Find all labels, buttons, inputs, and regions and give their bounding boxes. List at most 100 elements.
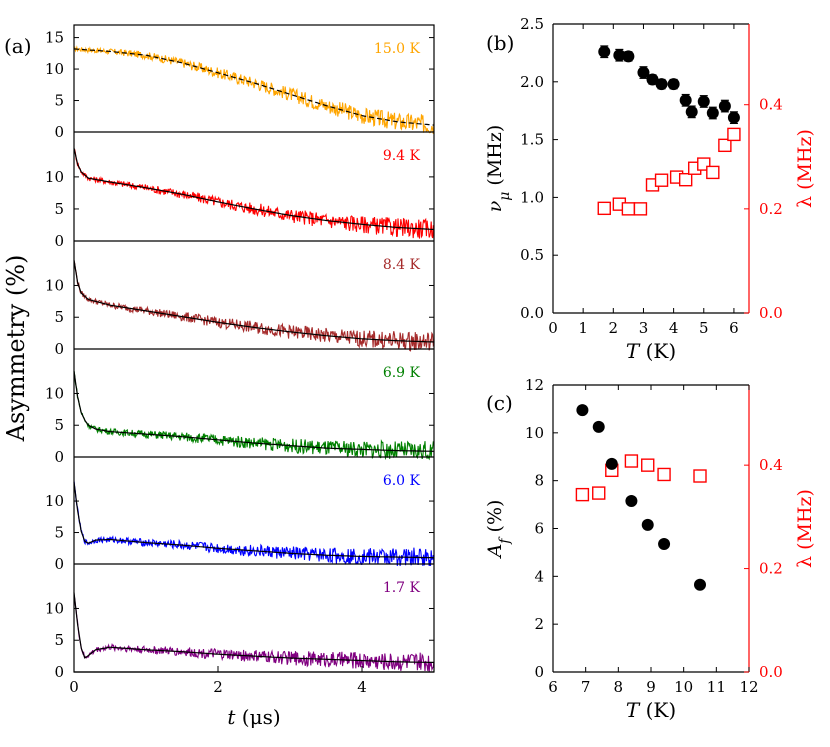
series-label: 8.4 K xyxy=(383,257,421,273)
y-axis-label: Asymmetry (%) xyxy=(2,255,30,443)
series-60K: 0 5 10 6.0 K xyxy=(45,473,435,573)
x-tick-label: 6 xyxy=(548,678,558,696)
y-tick-label: 0 xyxy=(54,555,64,573)
x-axis-label: T (K) xyxy=(626,339,676,363)
x-tick-label: 2 xyxy=(213,678,223,696)
af-point xyxy=(605,457,618,470)
lambda-point xyxy=(624,454,639,468)
data-trace xyxy=(73,480,435,566)
y-axis-label-left: νμ (MHz) xyxy=(484,125,513,213)
nu-point xyxy=(646,73,659,86)
y-tick-label-left: 1.0 xyxy=(520,188,544,206)
fit-line xyxy=(73,371,434,452)
x-tick-label: 8 xyxy=(614,678,624,696)
y-tick-label: 0 xyxy=(54,340,64,358)
lambda-point xyxy=(597,201,611,216)
lambda-point xyxy=(633,202,648,216)
x-axis-label: T (K) xyxy=(626,698,676,722)
y-tick-label: 10 xyxy=(45,384,64,402)
x-tick-label: 4 xyxy=(669,319,679,337)
series-150K: 0 5 10 15 15.0 K xyxy=(45,29,435,141)
nu-point xyxy=(613,49,626,62)
series-69K: 0 5 10 6.9 K xyxy=(45,365,435,466)
x-tick-label: 1 xyxy=(578,319,588,337)
x-axis-label: t (μs) xyxy=(227,705,280,729)
nu-point xyxy=(679,94,692,107)
y-tick-label: 5 xyxy=(54,524,64,542)
y-tick-label: 10 xyxy=(45,599,64,617)
y-tick-label-left: 2.0 xyxy=(520,73,544,91)
y-tick-label-left: 6 xyxy=(534,520,544,538)
x-tick-label: 10 xyxy=(674,678,693,696)
af-point xyxy=(694,578,706,591)
x-tick-label: 3 xyxy=(639,319,649,337)
x-tick-label: 4 xyxy=(357,678,367,696)
series-17K: 0 5 10 1.7 K xyxy=(45,580,435,681)
y-tick-label-left: 0.0 xyxy=(520,304,544,322)
fit-line xyxy=(73,48,435,126)
plot-frame xyxy=(73,24,435,673)
lambda-point xyxy=(641,458,655,472)
af-point xyxy=(625,494,638,507)
data-trace xyxy=(73,594,435,673)
x-tick-label: 5 xyxy=(699,319,709,337)
y-axis-label-right: λ (MHz) xyxy=(794,129,816,208)
nu-point xyxy=(718,100,731,113)
y-tick-label: 10 xyxy=(45,168,64,186)
y-tick-label-right: 0.0 xyxy=(759,304,783,322)
y-tick-label: 5 xyxy=(54,92,64,110)
af-point xyxy=(576,404,589,417)
fit-line xyxy=(73,147,435,231)
y-tick-label-right: 0.0 xyxy=(759,663,783,681)
lambda-point xyxy=(706,165,720,180)
y-tick-label: 0 xyxy=(54,448,64,466)
y-axis-label-left: Af (%) xyxy=(484,500,513,560)
x-tick-label: 12 xyxy=(739,678,758,696)
y-tick-label-right: 0.2 xyxy=(759,560,783,578)
y-tick-label-right: 0.4 xyxy=(759,96,783,114)
nu-point xyxy=(598,45,611,58)
nu-point xyxy=(706,107,719,120)
panel-label: (a) xyxy=(4,34,32,58)
y-tick-label: 5 xyxy=(54,308,64,326)
y-tick-label-left: 1.5 xyxy=(520,131,544,149)
fit-line xyxy=(73,482,434,559)
series-label: 9.4 K xyxy=(383,148,421,164)
nu-point xyxy=(667,78,680,91)
lambda-point xyxy=(693,469,707,483)
series-94K: 0 5 10 9.4 K xyxy=(45,147,435,250)
series-label: 6.9 K xyxy=(383,365,421,381)
nu-point xyxy=(622,50,635,63)
y-tick-label: 10 xyxy=(45,276,64,294)
nu-point xyxy=(637,66,650,79)
y-tick-label: 5 xyxy=(54,416,64,434)
y-tick-label-right: 0.4 xyxy=(759,456,783,474)
x-tick-label: 11 xyxy=(707,678,726,696)
y-tick-label: 10 xyxy=(45,492,64,510)
x-tick-label: 7 xyxy=(581,678,591,696)
series-label: 15.0 K xyxy=(374,41,421,57)
af-point xyxy=(658,538,671,551)
x-tick-label: 0 xyxy=(69,678,79,696)
data-trace xyxy=(73,370,435,461)
y-tick-label: 0 xyxy=(54,663,64,681)
y-tick-label-left: 0.5 xyxy=(520,246,544,264)
y-tick-label-left: 4 xyxy=(534,567,544,585)
y-tick-label-left: 8 xyxy=(534,472,544,490)
panel-label: (c) xyxy=(486,391,513,415)
nu-point xyxy=(727,111,740,124)
lambda-point xyxy=(657,467,671,482)
y-tick-label-right: 0.2 xyxy=(759,200,783,218)
y-tick-label-left: 10 xyxy=(525,424,544,442)
x-tick-label: 0 xyxy=(548,319,558,337)
series-label: 1.7 K xyxy=(383,580,421,596)
af-point xyxy=(592,420,605,433)
series-84K: 0 5 10 8.4 K xyxy=(45,257,435,358)
y-tick-label: 5 xyxy=(54,200,64,218)
panel-b: 0 1 2 3 4 5 6 0.0 0.5 1.0 1.5 2.0 2.5 0.0 0.2 0.4 (b) νμ … xyxy=(484,15,816,363)
y-tick-label-left: 2 xyxy=(534,615,544,633)
y-tick-label: 0 xyxy=(54,123,64,141)
y-tick-label: 5 xyxy=(54,631,64,649)
